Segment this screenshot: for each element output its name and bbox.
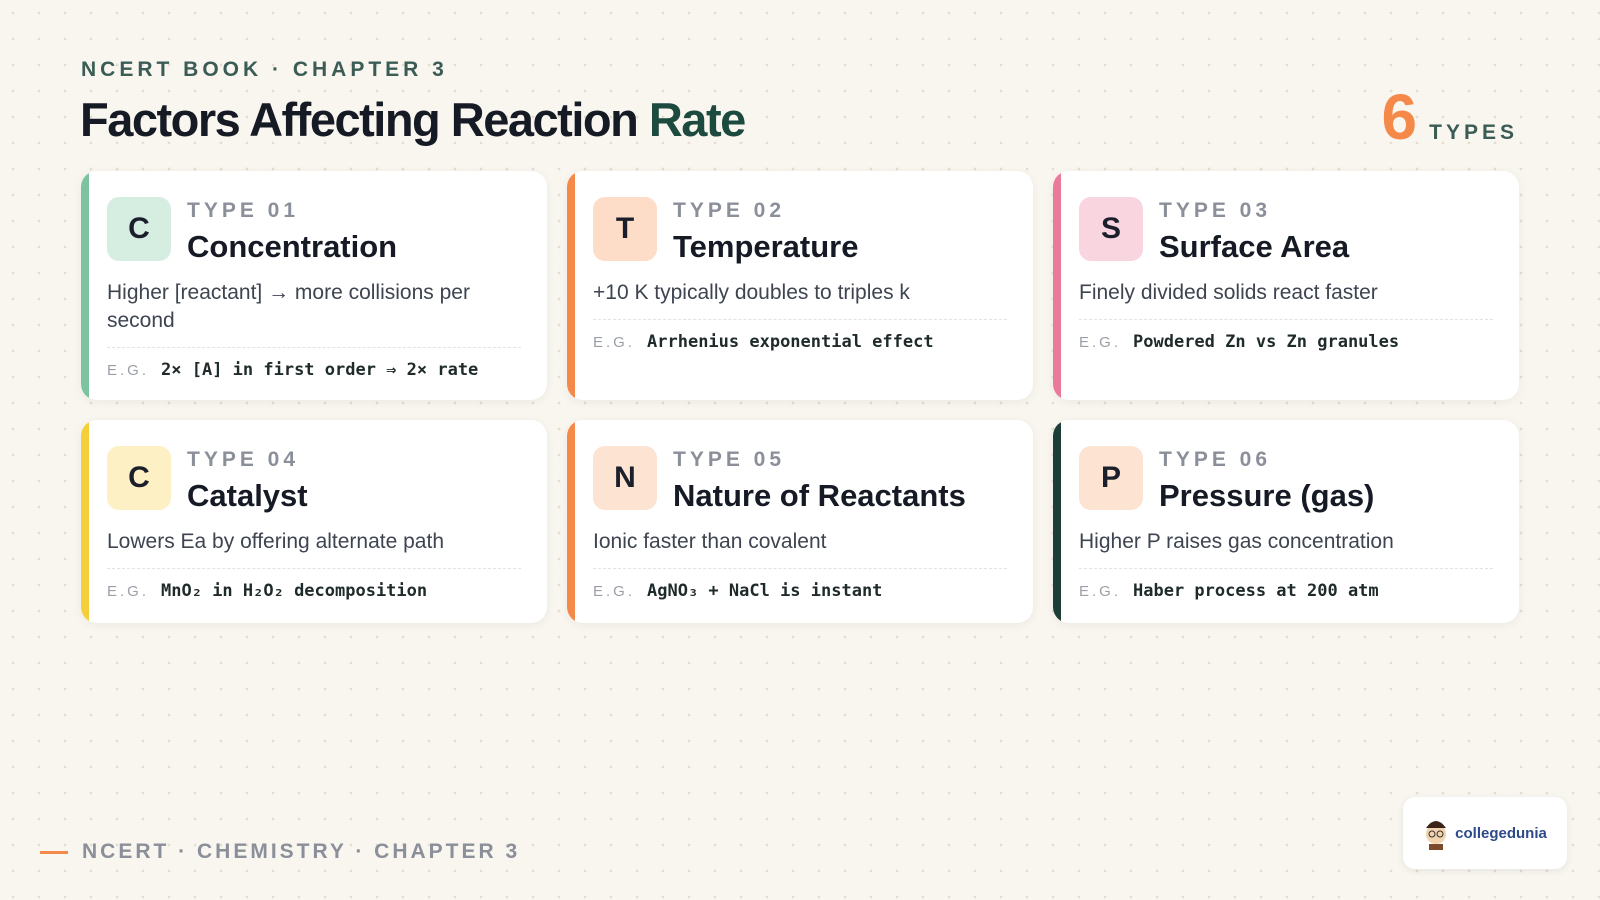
title: Factors Affecting Reaction Rate — [80, 92, 746, 147]
logo-icon — [1426, 821, 1447, 850]
example-text: Haber process at 200 atm — [1133, 581, 1379, 601]
logo-text: collegedunia — [1455, 824, 1547, 842]
footer: NCERT · CHEMISTRY · CHAPTER 3 — [40, 840, 520, 864]
card: P TYPE 06 Pressure (gas) Higher P raises ga… — [1053, 420, 1519, 623]
example-text: 2× [A] in first order ⇒ 2× rate — [161, 360, 479, 380]
card-icon: C — [107, 197, 171, 261]
card-type: TYPE 03 — [1159, 199, 1272, 222]
example-text: Powdered Zn vs Zn granules — [1133, 332, 1400, 352]
example-label: E.G. — [1079, 583, 1122, 600]
example-text: Arrhenius exponential effect — [647, 332, 934, 352]
card-name: Surface Area — [1159, 229, 1350, 264]
card-example: E.G. Arrhenius exponential effect — [593, 320, 1007, 374]
card-icon: S — [1079, 197, 1143, 261]
card-example: E.G. AgNO₃ + NaCl is instant — [593, 569, 1007, 623]
card-type: TYPE 06 — [1159, 448, 1272, 471]
logo[interactable]: collegedunia — [1403, 797, 1567, 869]
card-example: E.G. Haber process at 200 atm — [1079, 569, 1493, 623]
card-description: Ionic faster than covalent — [593, 528, 1007, 569]
card-type: TYPE 05 — [673, 448, 786, 471]
card-type: TYPE 01 — [187, 199, 300, 222]
count: 6 TYPES — [1382, 80, 1518, 154]
example-label: E.G. — [1079, 334, 1122, 351]
card-type: TYPE 04 — [187, 448, 300, 471]
title-main: Factors Affecting Reaction — [80, 93, 639, 146]
card-name: Nature of Reactants — [673, 478, 966, 513]
count-label: TYPES — [1429, 121, 1518, 144]
card: N TYPE 05 Nature of Reactants Ionic faster … — [567, 420, 1033, 623]
card-description: Lowers Ea by offering alternate path — [107, 528, 521, 569]
eyebrow: NCERT BOOK · CHAPTER 3 — [81, 58, 448, 81]
card-description: Finely divided solids react faster — [1079, 279, 1493, 320]
count-number: 6 — [1381, 81, 1418, 153]
card-description: +10 K typically doubles to triples k — [593, 279, 1007, 320]
card-icon: C — [107, 446, 171, 510]
card-type: TYPE 02 — [673, 199, 786, 222]
card-accent — [81, 420, 89, 623]
card-name: Catalyst — [187, 478, 308, 513]
card-example: E.G. 2× [A] in first order ⇒ 2× rate — [107, 348, 521, 400]
card-example: E.G. Powdered Zn vs Zn granules — [1079, 320, 1493, 374]
title-accent: Rate — [648, 93, 746, 146]
card-name: Temperature — [673, 229, 859, 264]
example-label: E.G. — [593, 334, 636, 351]
example-label: E.G. — [107, 362, 150, 379]
footer-dash — [40, 850, 68, 854]
example-label: E.G. — [107, 583, 150, 600]
card-accent — [1053, 171, 1061, 400]
card-icon: T — [593, 197, 657, 261]
card-accent — [567, 171, 575, 400]
example-label: E.G. — [593, 583, 636, 600]
card-accent — [81, 171, 89, 400]
card: C TYPE 01 Concentration Higher [reactant] →… — [81, 171, 547, 400]
card-name: Pressure (gas) — [1159, 478, 1375, 513]
card-example: E.G. MnO₂ in H₂O₂ decomposition — [107, 569, 521, 623]
footer-text: NCERT · CHEMISTRY · CHAPTER 3 — [82, 840, 521, 863]
example-text: AgNO₃ + NaCl is instant — [647, 581, 883, 601]
card: S TYPE 03 Surface Area Finely divided solid… — [1053, 171, 1519, 400]
card-name: Concentration — [187, 229, 398, 264]
card-icon: N — [593, 446, 657, 510]
card: T TYPE 02 Temperature +10 K typically doubl… — [567, 171, 1033, 400]
card-icon: P — [1079, 446, 1143, 510]
card-description: Higher P raises gas concentration — [1079, 528, 1493, 569]
example-text: MnO₂ in H₂O₂ decomposition — [161, 581, 428, 601]
card-description: Higher [reactant] → more collisions per … — [107, 279, 521, 348]
card-accent — [1053, 420, 1061, 623]
card: C TYPE 04 Catalyst Lowers Ea by offering al… — [81, 420, 547, 623]
card-accent — [567, 420, 575, 623]
